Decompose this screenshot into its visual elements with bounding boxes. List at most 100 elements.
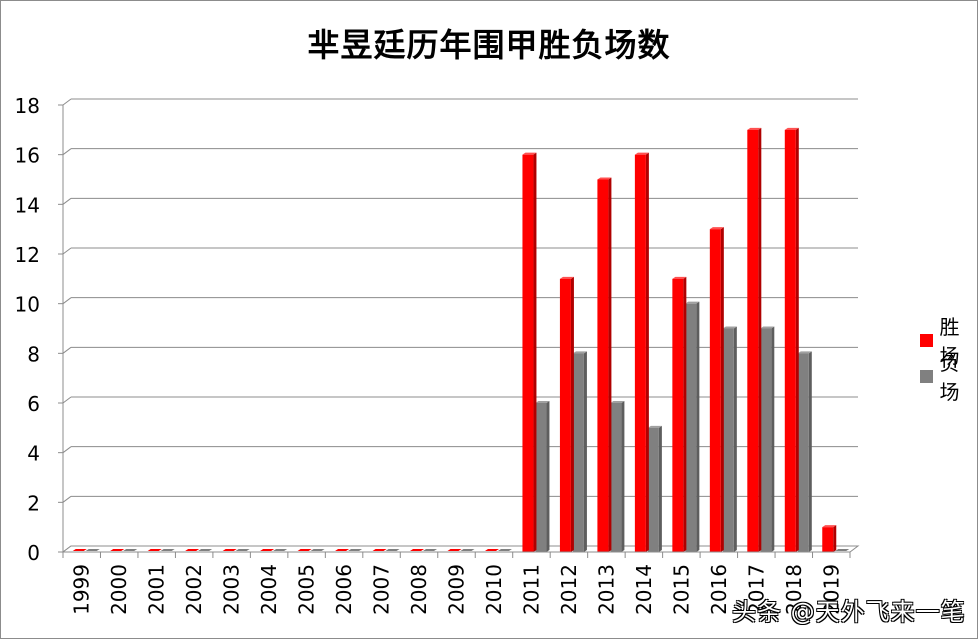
y-tick-label: 10 bbox=[15, 293, 40, 317]
bar-wins-side bbox=[608, 177, 612, 552]
bar-losses-flat bbox=[235, 549, 250, 551]
x-tick-label: 2001 bbox=[145, 564, 169, 615]
bar-wins bbox=[672, 278, 684, 552]
bar-losses-side bbox=[621, 401, 625, 552]
bar-losses-flat bbox=[160, 549, 175, 551]
bar-wins-flat bbox=[410, 549, 425, 551]
gridline-diag bbox=[62, 98, 72, 106]
legend-swatch-losses bbox=[920, 369, 933, 383]
bar-wins-flat bbox=[72, 549, 87, 551]
y-tick-label: 6 bbox=[27, 392, 40, 416]
bar-wins bbox=[597, 179, 609, 552]
x-tick-label: 2010 bbox=[482, 564, 506, 615]
x-tick-label: 2007 bbox=[370, 564, 394, 615]
bar-wins-flat bbox=[372, 549, 387, 551]
x-tick-label: 2013 bbox=[594, 564, 618, 615]
watermark: 头条 @天外飞来一笔 bbox=[732, 598, 966, 626]
bar-wins bbox=[784, 129, 796, 553]
bar-wins-top bbox=[634, 152, 649, 155]
bar-wins-side bbox=[833, 525, 837, 552]
y-tick-label: 18 bbox=[15, 94, 40, 118]
bar-losses-top bbox=[647, 425, 662, 428]
bar-losses-top bbox=[572, 351, 587, 354]
bar-wins bbox=[522, 154, 534, 552]
bar-wins-side bbox=[758, 127, 762, 552]
bar-wins bbox=[822, 527, 834, 552]
bar-losses-side bbox=[658, 425, 662, 552]
x-tick-label: 2015 bbox=[669, 564, 693, 615]
bar-wins-side bbox=[645, 152, 649, 552]
bar-losses-flat bbox=[460, 549, 475, 551]
bar-wins-top bbox=[747, 127, 762, 130]
x-tick-label: 2004 bbox=[257, 564, 281, 615]
bar-losses-top bbox=[535, 401, 550, 403]
bar-wins bbox=[747, 129, 759, 553]
bar-losses bbox=[535, 403, 547, 552]
x-tick-label: 2018 bbox=[782, 564, 806, 615]
x-tick-label: 2012 bbox=[557, 564, 581, 615]
bar-wins-top bbox=[522, 152, 537, 155]
bar-wins-flat bbox=[222, 549, 237, 551]
bar-losses-flat bbox=[310, 549, 325, 551]
bar-wins-flat bbox=[447, 549, 462, 551]
bar-wins-flat bbox=[147, 549, 162, 551]
bar-wins-top bbox=[559, 276, 574, 279]
gridline-diag bbox=[62, 446, 72, 454]
y-tick-label: 14 bbox=[15, 193, 40, 217]
bar-wins-flat bbox=[110, 549, 125, 551]
bar-losses-side bbox=[771, 326, 775, 552]
bar-wins-side bbox=[720, 227, 724, 552]
bar-losses bbox=[722, 328, 734, 552]
y-tick-label: 4 bbox=[27, 442, 40, 466]
x-tick-label: 2009 bbox=[445, 564, 469, 615]
bar-losses-top bbox=[722, 326, 737, 329]
bar-wins-side bbox=[683, 276, 687, 552]
chart-legend: 胜场 负场 bbox=[920, 315, 978, 404]
bar-losses-top bbox=[760, 326, 775, 329]
x-tick-label: 2011 bbox=[519, 564, 543, 615]
chart-title: 芈昱廷历年围甲胜负场数 bbox=[307, 26, 671, 64]
bar-wins-flat bbox=[335, 549, 350, 551]
gridline-diag bbox=[62, 148, 72, 156]
bar-losses bbox=[685, 303, 697, 552]
x-tick-label: 1999 bbox=[70, 564, 94, 615]
legend-item-losses: 负场 bbox=[920, 351, 978, 404]
bar-losses-side bbox=[696, 301, 700, 552]
gridline-diag bbox=[62, 495, 72, 503]
y-tick-label: 8 bbox=[27, 342, 40, 366]
bar-losses bbox=[572, 353, 584, 552]
gridline-diag bbox=[62, 247, 72, 255]
x-tick-label: 2002 bbox=[182, 564, 206, 615]
bar-wins-flat bbox=[260, 549, 275, 551]
bar-losses-side bbox=[546, 401, 550, 552]
bar-wins-flat bbox=[185, 549, 200, 551]
gridline-diag bbox=[62, 297, 72, 305]
gridline-diag bbox=[62, 396, 72, 404]
bar-wins-top bbox=[597, 177, 612, 180]
bar-losses-flat bbox=[385, 549, 400, 551]
bar-losses bbox=[760, 328, 772, 552]
x-tick-label: 2019 bbox=[819, 564, 843, 615]
y-tick-label: 16 bbox=[15, 144, 40, 168]
y-tick-label: 2 bbox=[27, 491, 40, 515]
bar-losses-side bbox=[808, 351, 812, 552]
bar-wins-top bbox=[709, 227, 724, 230]
bar-losses-top bbox=[610, 401, 625, 403]
bar-losses-flat bbox=[423, 549, 438, 551]
bar-wins-top bbox=[822, 525, 837, 528]
bar-losses-top bbox=[797, 351, 812, 354]
x-tick-label: 2016 bbox=[707, 564, 731, 615]
x-tick-label: 2005 bbox=[295, 564, 319, 615]
bar-wins-flat bbox=[297, 549, 312, 551]
legend-label-losses: 负场 bbox=[939, 351, 960, 404]
x-tick-label: 2000 bbox=[107, 564, 131, 615]
legend-item-wins: 胜场 bbox=[920, 315, 978, 368]
bar-losses-flat bbox=[198, 549, 213, 551]
x-tick-label: 2008 bbox=[407, 564, 431, 615]
bar-losses bbox=[797, 353, 809, 552]
bar-losses-flat bbox=[123, 549, 138, 551]
bar-losses-flat bbox=[85, 549, 100, 551]
bar-wins-flat bbox=[484, 549, 499, 551]
x-tick-label: 2006 bbox=[332, 564, 356, 615]
